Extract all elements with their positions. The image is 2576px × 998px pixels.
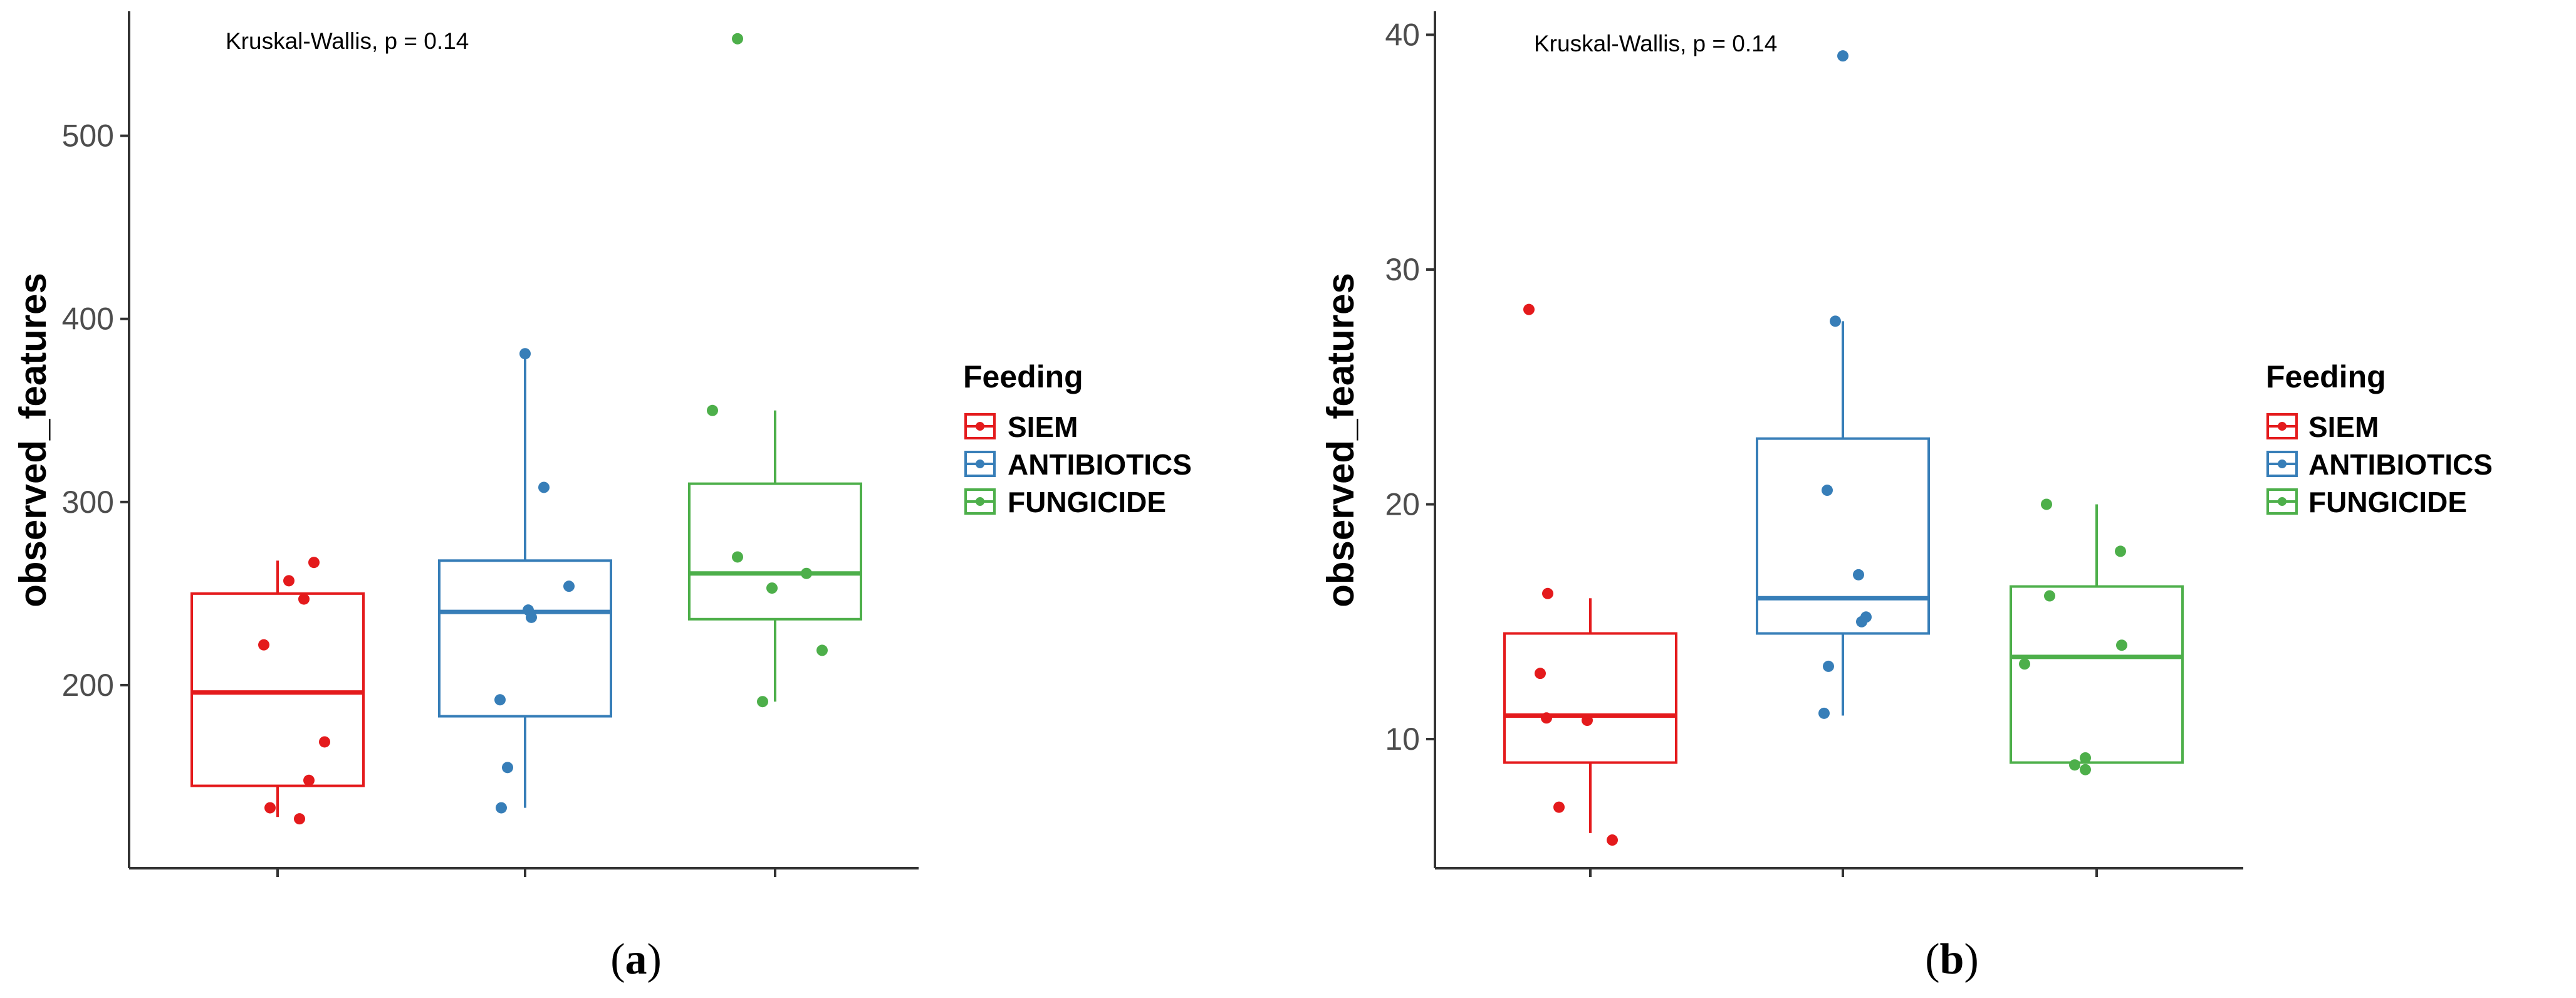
panel-a-point-antibiotics: [502, 762, 513, 774]
panel-a-point-antibiotics: [494, 694, 506, 706]
panel-b-legend-key-fungicide-dot: [2278, 497, 2287, 506]
panel-a-y-tick-label: 200: [62, 668, 114, 703]
panel-a-box-fungicide: [688, 482, 862, 621]
panel-a-point-fungicide: [766, 582, 778, 594]
panel-a-point-antibiotics: [523, 604, 534, 616]
panel-a-legend-key-siem-dot: [976, 422, 984, 431]
panel-a: Kruskal-Wallis, p = 0.14 200 300 400 500 ob…: [12, 11, 1192, 984]
panel-a-point-fungicide: [816, 644, 828, 656]
panel-b-point-antibiotics: [1837, 50, 1849, 62]
panel-a-y-tick-label: 400: [62, 302, 114, 337]
panel-a-y-tick-label: 500: [62, 118, 114, 154]
panel-b-point-fungicide: [2080, 752, 2091, 764]
panel-a-point-antibiotics: [538, 481, 550, 493]
panel-b-point-antibiotics: [1818, 707, 1830, 719]
panel-b-y-axis-title: observed_features: [1320, 273, 1362, 607]
panel-b-point-fungicide: [2044, 590, 2055, 602]
panel-b-box-fungicide: [2010, 585, 2184, 764]
panel-b-legend-item-siem: SIEM: [2266, 411, 2379, 443]
panel-b-box-antibiotics: [1756, 437, 1930, 635]
panel-b-point-fungicide: [2069, 759, 2080, 771]
panel-a-legend-key-antibiotics-dot: [976, 460, 984, 468]
panel-a-legend-title: Feeding: [963, 359, 1083, 394]
panel-b-point-antibiotics: [1853, 569, 1864, 580]
panel-b-point-antibiotics: [1860, 611, 1872, 623]
panel-a-point-siem: [303, 774, 315, 786]
panel-a-point-fungicide: [801, 567, 812, 579]
panel-a-label: (a): [610, 935, 662, 984]
panel-b-point-fungicide: [2041, 498, 2052, 510]
panel-b-point-siem: [1542, 587, 1553, 599]
panel-a-legend-label-antibiotics: ANTIBIOTICS: [1008, 448, 1192, 481]
panel-b-point-siem: [1535, 668, 1546, 680]
panel-b-point-antibiotics: [1822, 485, 1833, 496]
panel-a-y-axis-title: observed_features: [12, 273, 54, 607]
panel-a-point-fungicide: [757, 696, 768, 708]
panel-b-point-antibiotics: [1823, 660, 1834, 672]
panel-b: Kruskal-Wallis, p = 0.14 10 20 30 40 observ…: [1320, 11, 2493, 984]
panel-a-legend-item-fungicide: FUNGICIDE: [964, 486, 1166, 518]
panel-b-point-siem: [1582, 715, 1593, 727]
panel-b-y-tick-label: 10: [1385, 722, 1420, 757]
panel-a-point-siem: [264, 802, 276, 814]
panel-b-legend-key-siem-dot: [2278, 422, 2287, 431]
panel-a-point-fungicide: [707, 404, 718, 416]
panel-b-label: (b): [1925, 935, 1979, 984]
panel-a-point-siem: [283, 575, 295, 587]
panel-a-y-tick-label: 300: [62, 485, 114, 520]
panel-b-y-tick-label: 20: [1385, 486, 1420, 522]
panel-b-point-fungicide: [2019, 658, 2030, 670]
panel-a-legend-label-fungicide: FUNGICIDE: [1008, 486, 1166, 518]
panel-b-point-antibiotics: [1830, 315, 1841, 327]
panel-a-point-antibiotics: [519, 348, 531, 360]
panel-b-legend-item-antibiotics: ANTIBIOTICS: [2266, 448, 2493, 481]
panel-b-y-tick-label: 40: [1385, 17, 1420, 52]
panel-a-box-siem: [190, 592, 365, 787]
panel-a-point-siem: [258, 639, 269, 651]
panel-b-legend-item-fungicide: FUNGICIDE: [2266, 486, 2467, 518]
panel-a-legend-key-fungicide-dot: [976, 497, 984, 506]
panel-a-annotation: Kruskal-Wallis, p = 0.14: [226, 28, 469, 54]
panel-b-annotation: Kruskal-Wallis, p = 0.14: [1534, 31, 1777, 56]
panel-b-legend-title: Feeding: [2266, 359, 2386, 394]
panel-b-legend-label-antibiotics: ANTIBIOTICS: [2308, 448, 2493, 481]
panel-a-point-antibiotics: [563, 580, 575, 592]
panel-a-box-antibiotics: [438, 559, 612, 718]
panel-a-label-letter: a: [625, 935, 647, 984]
panel-a-point-siem: [319, 736, 330, 748]
panel-a-point-siem: [298, 593, 310, 605]
panel-b-point-fungicide: [2115, 545, 2126, 557]
panel-a-legend-item-antibiotics: ANTIBIOTICS: [964, 448, 1192, 481]
panel-a-plot-area: 200 300 400 500: [62, 33, 862, 877]
panel-b-legend-key-antibiotics-dot: [2278, 460, 2287, 468]
panel-a-point-antibiotics: [496, 802, 507, 814]
panel-b-point-siem: [1553, 801, 1565, 813]
panel-b-point-siem: [1541, 712, 1552, 724]
panel-b-legend-label-siem: SIEM: [2308, 411, 2379, 443]
panel-b-label-letter: b: [1940, 935, 1964, 984]
panel-b-point-siem: [1607, 834, 1618, 846]
panel-a-legend-label-siem: SIEM: [1008, 411, 1078, 443]
panel-b-point-fungicide: [2116, 639, 2127, 651]
panel-a-point-fungicide: [732, 33, 743, 45]
panel-b-point-siem: [1523, 303, 1535, 315]
panel-b-box-siem: [1503, 632, 1677, 764]
panel-b-legend: Feeding SIEM ANTIBIOTICS FUNGICIDE: [2266, 359, 2493, 518]
panel-a-legend-item-siem: SIEM: [964, 411, 1078, 443]
panel-b-point-fungicide: [2080, 764, 2091, 775]
panel-a-point-fungicide: [732, 551, 743, 563]
panel-a-legend: Feeding SIEM ANTIBIOTICS FUNGICIDE: [963, 359, 1192, 518]
panel-b-legend-label-fungicide: FUNGICIDE: [2308, 486, 2467, 518]
panel-a-point-siem: [308, 557, 320, 569]
panel-a-point-siem: [294, 813, 305, 825]
panel-b-y-tick-label: 30: [1385, 252, 1420, 287]
panel-b-plot-area: 10 20 30 40: [1385, 17, 2184, 877]
